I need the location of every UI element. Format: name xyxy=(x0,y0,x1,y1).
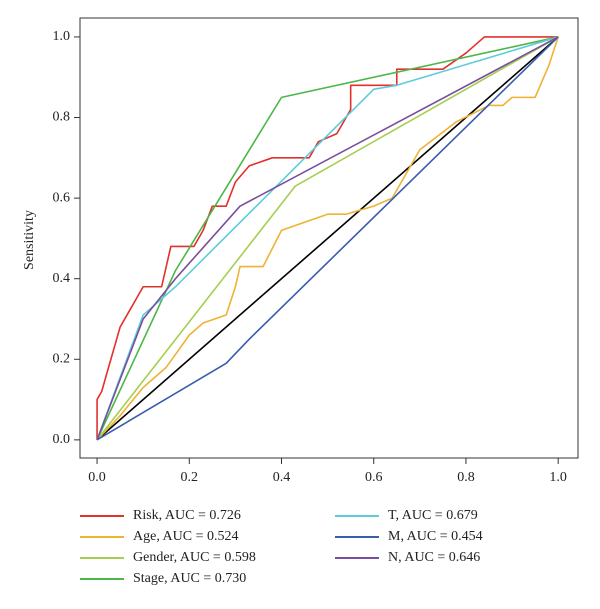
y-tick-label: 1.0 xyxy=(53,29,71,44)
x-tick-label: 0.0 xyxy=(88,470,106,485)
legend-label: T, AUC = 0.679 xyxy=(388,508,478,523)
reference-line xyxy=(96,36,559,441)
plot-frame xyxy=(79,17,579,459)
legend-label: Risk, AUC = 0.726 xyxy=(133,508,241,523)
x-tick-label: 0.2 xyxy=(181,470,199,485)
legend-label: Stage, AUC = 0.730 xyxy=(133,571,246,586)
x-tick-label: 0.4 xyxy=(273,470,291,485)
legend-label: N, AUC = 0.646 xyxy=(388,550,480,565)
roc-curve xyxy=(96,36,559,440)
y-tick-label: 0.6 xyxy=(53,190,71,205)
roc-curve xyxy=(96,36,559,441)
roc-curve xyxy=(96,36,559,441)
legend-label: M, AUC = 0.454 xyxy=(388,529,483,544)
y-axis-label: Sensitivity xyxy=(22,210,37,270)
y-tick-label: 0.2 xyxy=(53,352,71,367)
roc-curve xyxy=(96,36,559,441)
roc-curve xyxy=(96,36,559,441)
legend-label: Age, AUC = 0.524 xyxy=(133,529,239,544)
x-tick-label: 1.0 xyxy=(549,470,567,485)
x-tick-label: 0.6 xyxy=(365,470,383,485)
x-tick-label: 0.8 xyxy=(457,470,475,485)
legend-label: Gender, AUC = 0.598 xyxy=(133,550,256,565)
roc-curve xyxy=(96,36,559,441)
y-tick-label: 0.4 xyxy=(53,271,71,286)
y-tick-label: 0.8 xyxy=(53,110,71,125)
y-tick-label: 0.0 xyxy=(53,432,71,447)
